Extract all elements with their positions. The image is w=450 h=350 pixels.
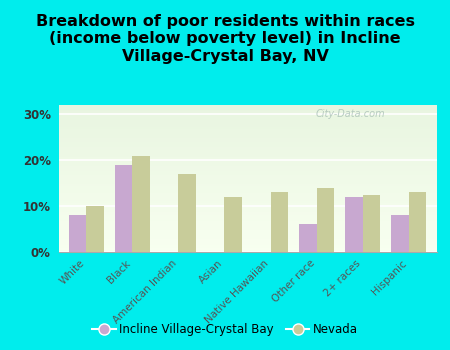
Bar — [58, 168, 436, 169]
Bar — [58, 188, 436, 190]
Bar — [58, 232, 436, 234]
Bar — [58, 237, 436, 239]
Bar — [58, 186, 436, 188]
Bar — [58, 221, 436, 223]
Bar — [58, 164, 436, 166]
Bar — [58, 226, 436, 228]
Bar — [299, 224, 317, 252]
Bar — [58, 199, 436, 201]
Bar — [58, 175, 436, 177]
Bar — [58, 153, 436, 155]
Bar — [58, 228, 436, 230]
Bar — [58, 215, 436, 217]
Bar — [58, 177, 436, 178]
Bar — [392, 215, 409, 252]
Bar — [58, 169, 436, 171]
Bar — [58, 171, 436, 173]
Bar — [58, 245, 436, 246]
Bar — [317, 188, 334, 252]
Bar — [58, 197, 436, 199]
Bar — [58, 182, 436, 184]
Bar — [58, 118, 436, 120]
Bar — [58, 124, 436, 125]
Bar — [58, 162, 436, 164]
Bar — [58, 230, 436, 232]
Bar — [58, 211, 436, 214]
Bar — [58, 131, 436, 133]
Bar — [58, 191, 436, 193]
Bar — [58, 149, 436, 151]
Bar — [69, 215, 86, 252]
Bar — [58, 190, 436, 191]
Bar — [58, 133, 436, 134]
Bar — [58, 195, 436, 197]
Bar — [58, 105, 436, 107]
Bar — [58, 178, 436, 180]
Bar — [58, 112, 436, 114]
Bar — [58, 147, 436, 149]
Bar — [58, 248, 436, 250]
Bar — [58, 116, 436, 118]
Text: City-Data.com: City-Data.com — [315, 110, 385, 119]
Bar — [58, 173, 436, 175]
Bar — [58, 204, 436, 206]
Bar — [58, 210, 436, 211]
Bar — [58, 224, 436, 226]
Bar — [58, 144, 436, 146]
Bar — [58, 114, 436, 116]
Bar — [58, 125, 436, 127]
Bar — [58, 111, 436, 112]
Bar — [58, 151, 436, 153]
Bar — [58, 206, 436, 208]
Bar — [58, 202, 436, 204]
Bar — [58, 158, 436, 160]
Bar — [58, 246, 436, 248]
Bar — [58, 223, 436, 224]
Bar — [58, 142, 436, 143]
Bar — [58, 250, 436, 252]
Bar — [58, 180, 436, 182]
Bar — [58, 234, 436, 236]
Bar — [58, 243, 436, 245]
Bar — [270, 192, 288, 252]
Bar — [58, 214, 436, 215]
Bar — [58, 121, 436, 124]
Bar — [225, 197, 242, 252]
Bar — [178, 174, 196, 252]
Bar — [58, 193, 436, 195]
Bar — [58, 127, 436, 129]
Bar — [58, 160, 436, 162]
Bar — [363, 195, 380, 252]
Text: Breakdown of poor residents within races
(income below poverty level) in Incline: Breakdown of poor residents within races… — [36, 14, 414, 64]
Bar — [58, 208, 436, 210]
Bar — [58, 241, 436, 243]
Bar — [58, 184, 436, 186]
Bar — [58, 140, 436, 142]
Bar — [58, 134, 436, 136]
Bar — [58, 146, 436, 147]
Bar — [86, 206, 104, 252]
Bar — [409, 192, 426, 252]
Bar — [132, 155, 150, 252]
Bar — [58, 129, 436, 131]
Bar — [58, 109, 436, 111]
Bar — [58, 166, 436, 168]
Bar — [345, 197, 363, 252]
Bar — [58, 155, 436, 156]
Bar — [115, 165, 132, 252]
Bar — [58, 236, 436, 237]
Bar — [58, 120, 436, 121]
Bar — [58, 239, 436, 241]
Bar — [58, 107, 436, 109]
Bar — [58, 136, 436, 138]
Bar — [58, 217, 436, 219]
Bar — [58, 219, 436, 221]
Bar — [58, 156, 436, 158]
Bar — [58, 201, 436, 202]
Bar — [58, 138, 436, 140]
Legend: Incline Village-Crystal Bay, Nevada: Incline Village-Crystal Bay, Nevada — [87, 318, 363, 341]
